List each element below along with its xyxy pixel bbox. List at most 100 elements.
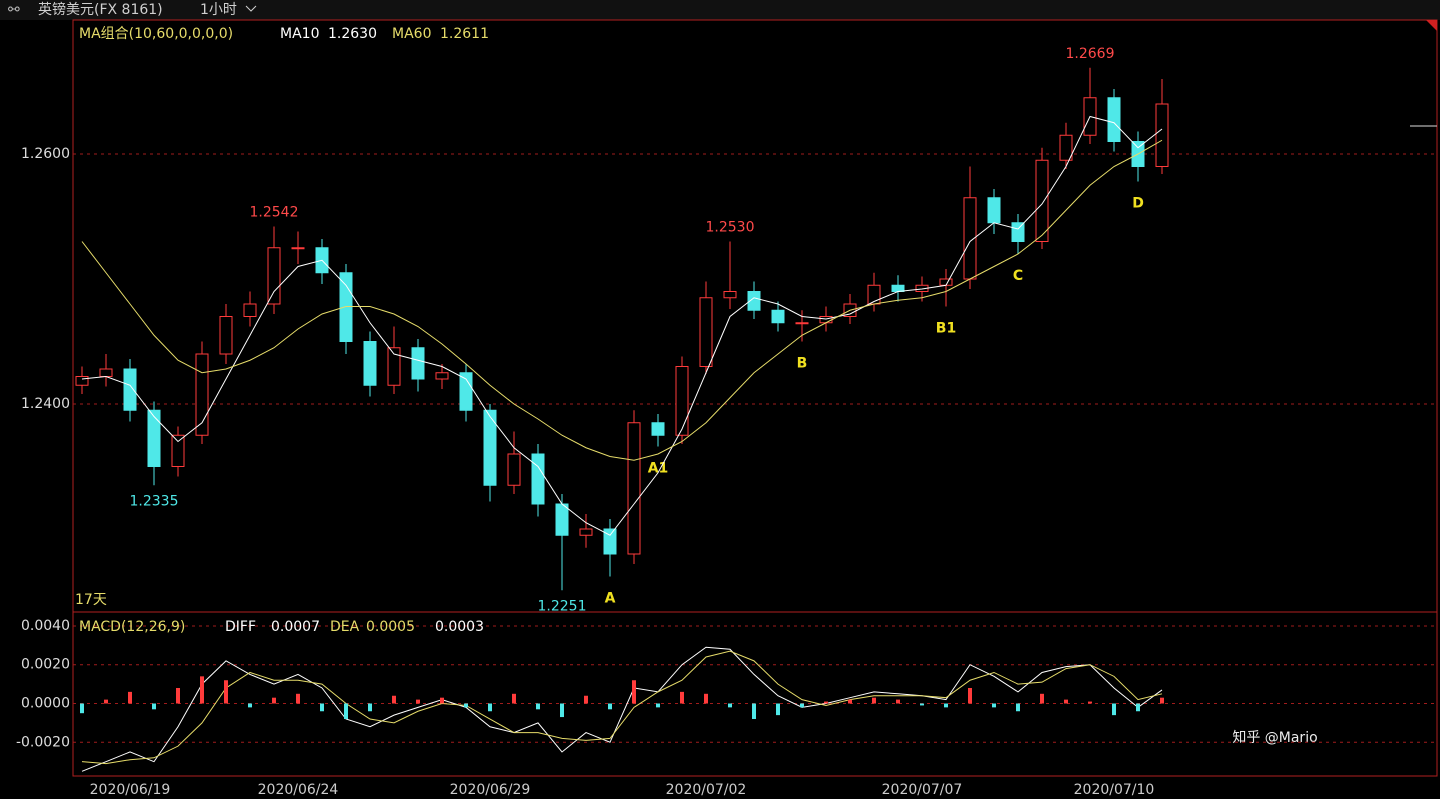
- high-label: 1.2669: [1066, 46, 1115, 62]
- point-label: B: [797, 356, 808, 372]
- candle-body: [387, 347, 401, 386]
- candle-body: [363, 341, 377, 386]
- macd-bar: [272, 697, 276, 704]
- legend-name: MA10: [280, 26, 319, 42]
- candle-body: [651, 422, 665, 436]
- candle-body: [819, 316, 833, 324]
- period[interactable]: 1小时: [200, 2, 237, 18]
- macd-bar: [728, 703, 732, 708]
- macd-title[interactable]: MACD(12,26,9): [79, 619, 185, 635]
- macd-bar: [536, 703, 540, 710]
- y-tick-label: 0.0000: [21, 695, 70, 711]
- macd-bar: [896, 699, 900, 704]
- macd-bar: [968, 687, 972, 704]
- macd-bar: [128, 691, 132, 704]
- macd-bar: [152, 703, 156, 710]
- macd-bar: [296, 693, 300, 704]
- macd-bar: [224, 680, 228, 704]
- symbol[interactable]: 英镑美元(FX 8161): [38, 1, 163, 18]
- indicator-label[interactable]: MA组合(10,60,0,0,0,0): [79, 26, 233, 42]
- candle-body: [795, 322, 809, 325]
- macd-bar: [344, 703, 348, 720]
- candle-body: [603, 528, 617, 555]
- macd-bar: [992, 703, 996, 708]
- candle-body: [219, 316, 233, 355]
- macd-bar: [800, 703, 804, 708]
- macd-bar: [464, 703, 468, 708]
- macd-bar: [248, 703, 252, 708]
- x-tick-label: 2020/06/19: [90, 782, 171, 798]
- macd-bar: [608, 703, 612, 710]
- period-dropdown[interactable]: [245, 5, 257, 12]
- y-tick-label: 1.2600: [21, 146, 70, 162]
- y-tick-label: 0.0040: [21, 618, 70, 634]
- macd-bar: [920, 703, 924, 706]
- candle-body: [579, 528, 593, 536]
- macd-bar: [392, 695, 396, 704]
- candle-body: [147, 409, 161, 467]
- macd-bar: [680, 691, 684, 704]
- macd-bar: [80, 703, 84, 714]
- candle-body: [75, 376, 89, 386]
- macd-bar: [704, 693, 708, 704]
- corner-marker: [1426, 20, 1437, 31]
- macd-bar: [752, 703, 756, 720]
- candle-body: [243, 303, 257, 317]
- legend-value: 1.2611: [440, 26, 489, 42]
- macd-bar: [560, 703, 564, 718]
- y-tick-label: 0.0020: [21, 657, 70, 673]
- candle-body: [411, 347, 425, 380]
- macd-line: [81, 646, 1163, 772]
- macd-bar: [632, 680, 636, 704]
- legend-name: DIFF: [225, 619, 256, 635]
- legend-value: 0.0007: [271, 619, 320, 635]
- candle-body: [171, 434, 185, 467]
- y-tick-label: -0.0020: [16, 734, 70, 750]
- candle-body: [507, 453, 521, 486]
- y-tick-label: 1.2400: [21, 396, 70, 412]
- macd-bar: [1064, 699, 1068, 704]
- macd-bar: [512, 693, 516, 704]
- macd-bar: [440, 697, 444, 704]
- candle-body: [723, 291, 737, 299]
- macd-bar: [320, 703, 324, 712]
- candle-body: [99, 368, 113, 377]
- x-tick-label: 2020/07/07: [882, 782, 963, 798]
- candle-body: [771, 309, 785, 324]
- candle-body: [1035, 159, 1049, 242]
- ma-line: [81, 139, 1163, 461]
- low-label: 1.2251: [538, 598, 587, 614]
- macd-bar: [656, 703, 660, 708]
- macd-bar: [416, 699, 420, 704]
- candle-body: [339, 272, 353, 342]
- candle-body: [195, 353, 209, 436]
- candle-body: [747, 291, 761, 311]
- span-label: 17天: [75, 592, 107, 608]
- candle-body: [1107, 97, 1121, 142]
- candle-body: [123, 368, 137, 411]
- x-tick-label: 2020/06/29: [450, 782, 531, 798]
- x-tick-label: 2020/06/24: [258, 782, 339, 798]
- macd-bar: [776, 703, 780, 716]
- macd-bar: [1112, 703, 1116, 716]
- point-label: D: [1132, 196, 1144, 212]
- macd-bar: [488, 703, 492, 712]
- macd-bar: [1040, 693, 1044, 704]
- low-label: 1.2335: [130, 493, 179, 509]
- candle-body: [675, 366, 689, 436]
- legend-name: MA60: [392, 26, 431, 42]
- legend-value: 1.2630: [328, 26, 377, 42]
- legend-name: DEA: [330, 619, 360, 635]
- point-label: B1: [936, 321, 956, 337]
- macd-bar: [872, 697, 876, 704]
- macd-bar: [1160, 697, 1164, 704]
- legend-value: 0.0003: [435, 619, 484, 635]
- x-tick-label: 2020/07/02: [666, 782, 747, 798]
- candle-body: [555, 503, 569, 536]
- candle-body: [1059, 134, 1073, 161]
- candle-body: [699, 297, 713, 367]
- point-label: A1: [648, 461, 669, 477]
- macd-bar: [1016, 703, 1020, 712]
